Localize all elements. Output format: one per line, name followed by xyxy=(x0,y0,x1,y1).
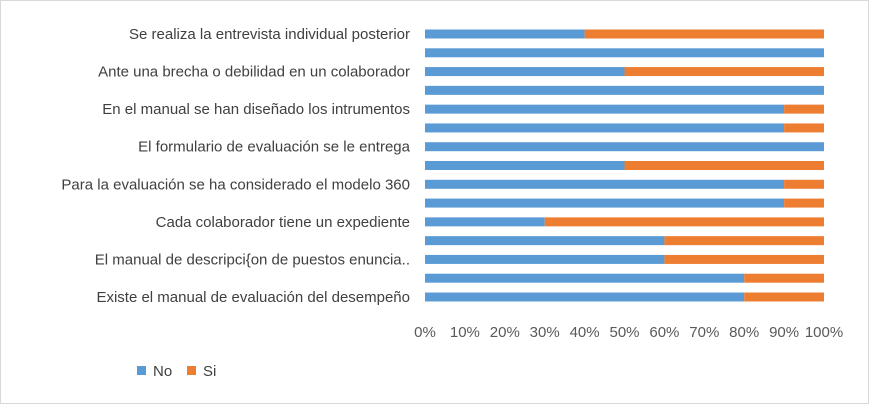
bar-no-3 xyxy=(425,85,824,95)
x-tick-label-9: 90% xyxy=(769,324,799,341)
category-label-2: Ante una brecha o debilidad en un colabo… xyxy=(98,64,410,81)
bar-si-7 xyxy=(624,161,824,170)
x-tick-label-8: 80% xyxy=(729,324,759,341)
bar-no-8 xyxy=(425,179,785,189)
legend-swatch-no xyxy=(137,366,146,375)
bar-no-1 xyxy=(425,48,824,58)
x-tick-label-7: 70% xyxy=(689,324,719,341)
bar-no-7 xyxy=(425,161,625,170)
bar-si-8 xyxy=(784,179,824,189)
bar-si-14 xyxy=(744,292,824,302)
category-label-4: En el manual se han diseñado los intrume… xyxy=(102,101,410,118)
x-axis-ticks: 0% 10% 20% 30% 40% 50% 60% 70% 80% 90% 100% xyxy=(414,324,843,341)
bar-no-9 xyxy=(425,198,785,208)
x-tick-label-10: 100% xyxy=(805,324,843,341)
x-tick-label-4: 40% xyxy=(570,324,600,341)
bar-si-13 xyxy=(744,273,824,283)
bar-si-9 xyxy=(784,198,824,208)
category-label-10: Cada colaborador tiene un expediente xyxy=(156,214,410,231)
legend-swatch-si xyxy=(187,366,196,375)
bar-no-6 xyxy=(425,142,824,152)
bar-si-4 xyxy=(784,104,824,114)
x-tick-label-3: 30% xyxy=(530,324,560,341)
bar-si-11 xyxy=(664,236,824,246)
bar-no-4 xyxy=(425,104,785,114)
bar-si-0 xyxy=(584,29,824,39)
category-label-6: El formulario de evaluación se le entreg… xyxy=(138,139,410,156)
bar-si-2 xyxy=(624,67,824,77)
category-label-0: Se realiza la entrevista individual post… xyxy=(129,26,410,43)
bar-si-10 xyxy=(544,217,824,227)
bar-no-12 xyxy=(425,254,665,264)
bar-no-5 xyxy=(425,123,785,133)
plot-area xyxy=(425,29,824,302)
bar-si-5 xyxy=(784,123,824,133)
x-tick-label-0: 0% xyxy=(414,324,436,341)
category-label-14: Existe el manual de evaluación del desem… xyxy=(96,289,410,306)
bar-no-0 xyxy=(425,29,585,39)
x-tick-label-1: 10% xyxy=(450,324,480,341)
bar-no-13 xyxy=(425,273,745,283)
legend-label-no: No xyxy=(153,363,172,380)
bar-no-10 xyxy=(425,217,545,227)
x-tick-label-5: 50% xyxy=(609,324,639,341)
x-tick-label-6: 60% xyxy=(649,324,679,341)
legend: No Si xyxy=(137,363,216,380)
x-tick-label-2: 20% xyxy=(490,324,520,341)
bar-si-12 xyxy=(664,254,824,264)
category-labels: Se realiza la entrevista individual post… xyxy=(61,26,410,306)
category-label-8: Para la evaluación se ha considerado el … xyxy=(61,176,410,193)
bar-no-11 xyxy=(425,236,665,246)
bar-no-2 xyxy=(425,67,625,77)
category-label-12: El manual de descripci{on de puestos enu… xyxy=(95,251,410,268)
bar-no-14 xyxy=(425,292,745,302)
legend-label-si: Si xyxy=(203,363,216,380)
